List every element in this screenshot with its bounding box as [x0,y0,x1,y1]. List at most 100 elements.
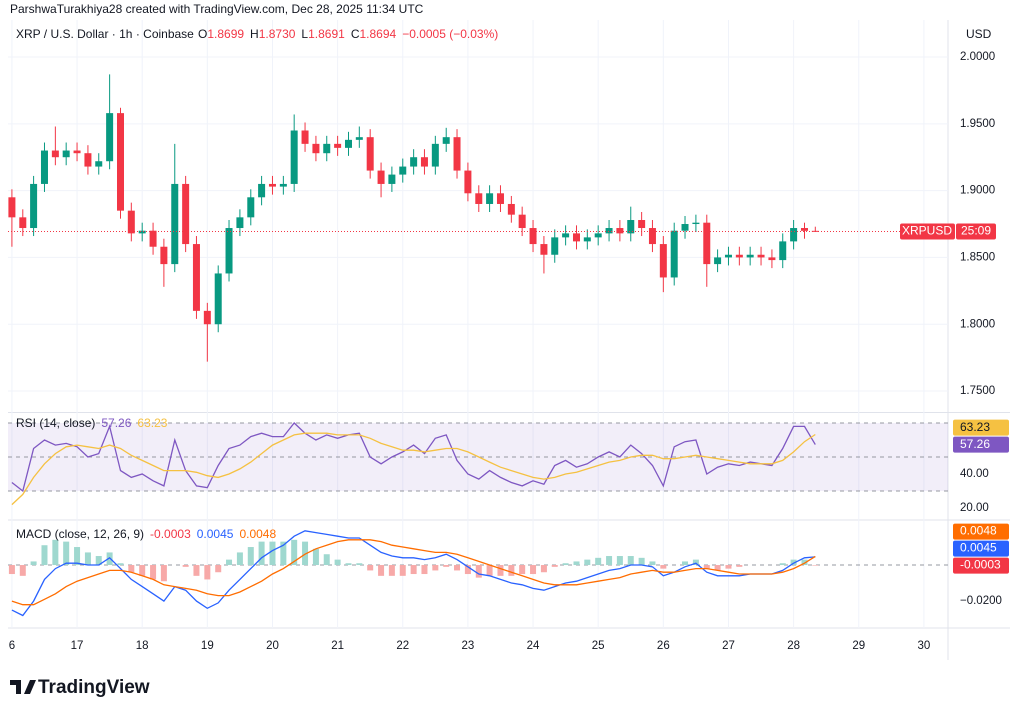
histogram-bar [367,565,374,571]
candle-body [496,193,504,204]
histogram-bar [41,545,48,566]
macd-legend: MACD (close, 12, 26, 9) -0.0003 0.0045 0.00… [16,527,276,541]
value-tag-bg [953,419,1009,436]
candle-body [192,244,200,311]
histogram-bar [388,565,395,576]
histogram-bar [182,565,189,567]
value-tag: -0.0003 [960,558,1001,572]
candle-body [616,228,624,234]
candle-body [507,203,515,215]
histogram-bar [649,561,656,566]
x-tick-label: 22 [396,640,409,652]
x-tick-label: 26 [657,640,670,652]
histogram-bar [508,565,515,576]
candle-body [290,130,298,184]
series-line [11,422,816,493]
histogram-bar [236,552,243,566]
histogram-bar [530,565,537,575]
x-tick-label: 6 [9,640,15,652]
candle-body [420,157,428,167]
candle-body [746,254,754,258]
x-tick-label: 25 [592,640,605,652]
candle-body [312,143,320,154]
histogram-bar [454,565,461,571]
candle-body [258,183,266,198]
candle-body [355,137,363,140]
candle-body [442,137,450,144]
chart-title: XRP / U.S. Dollar · 1h · Coinbase [16,27,194,41]
histogram-bar [410,565,417,575]
rsi-title: RSI (14, close) [16,416,95,430]
histogram-bar [692,559,699,566]
countdown-bg [956,223,996,240]
candle-body [486,193,494,204]
candle-body [95,161,103,167]
histogram-bar [714,565,721,571]
histogram-bar [160,565,167,582]
candle-body [800,228,808,231]
histogram-bar [399,565,406,576]
candle-body [323,143,331,154]
histogram-bar [8,565,15,575]
series-line [11,432,816,506]
y-tick-label: 1.9500 [960,118,995,130]
credit: ParshwaTurakhiya28 created with TradingV… [10,2,424,16]
candle-body [681,224,689,231]
histogram-bar [30,561,37,566]
candle-body [366,137,374,171]
histogram-bar [790,559,797,566]
histogram-bar [150,565,157,580]
histogram-bar [464,565,471,575]
candle-body [19,217,27,229]
y-tick-label: −0.0200 [960,595,1002,607]
candle-body [214,273,222,325]
histogram-bar [19,565,26,576]
candle-body [344,139,352,148]
histogram-bar [573,561,580,566]
candle-body [138,230,146,234]
candle-body [225,228,233,274]
value-tag-bg [953,557,1009,574]
candle-body [562,233,570,238]
histogram-bar [475,565,482,578]
histogram-bar [95,556,102,566]
macd-title: MACD (close, 12, 26, 9) [16,527,144,541]
histogram-bar [497,565,504,576]
change: −0.0005 (−0.03%) [402,27,498,41]
value-tag: 0.0045 [960,541,997,555]
y-tick-label: 1.8000 [960,318,995,330]
y-tick-label: 20.00 [960,502,989,514]
histogram-bar [378,565,385,576]
y-tick-label: 1.7500 [960,385,995,397]
histogram-bar [356,563,363,566]
histogram-bar [258,541,265,566]
histogram-bar [660,565,667,569]
candle-body [334,143,342,148]
ohlc-value: 1.8694 [359,27,396,41]
candle-body [627,220,635,234]
candle-body [399,166,407,175]
histogram-bar [84,552,91,566]
ohlc-value: 1.8691 [308,27,345,41]
histogram-bar [312,548,319,566]
candle-body [453,137,461,171]
candle-body [464,170,472,194]
candle-body [431,143,439,167]
x-tick-label: 28 [787,640,800,652]
candle-body [203,310,211,325]
y-tick-label: 1.9000 [960,185,995,197]
candle-body [594,233,602,238]
candle-body [388,174,396,184]
candle-body [160,246,168,265]
histogram-bar [562,563,569,566]
histogram-bar [627,556,634,566]
candle-body [757,254,765,258]
histogram-bar [638,557,645,566]
rsi-legend: RSI (14, close) 57.26 63.23 [16,416,168,430]
histogram-bar [247,547,254,566]
histogram-bar [128,565,135,573]
candle-body [724,254,732,258]
x-tick-label: 30 [917,640,930,652]
